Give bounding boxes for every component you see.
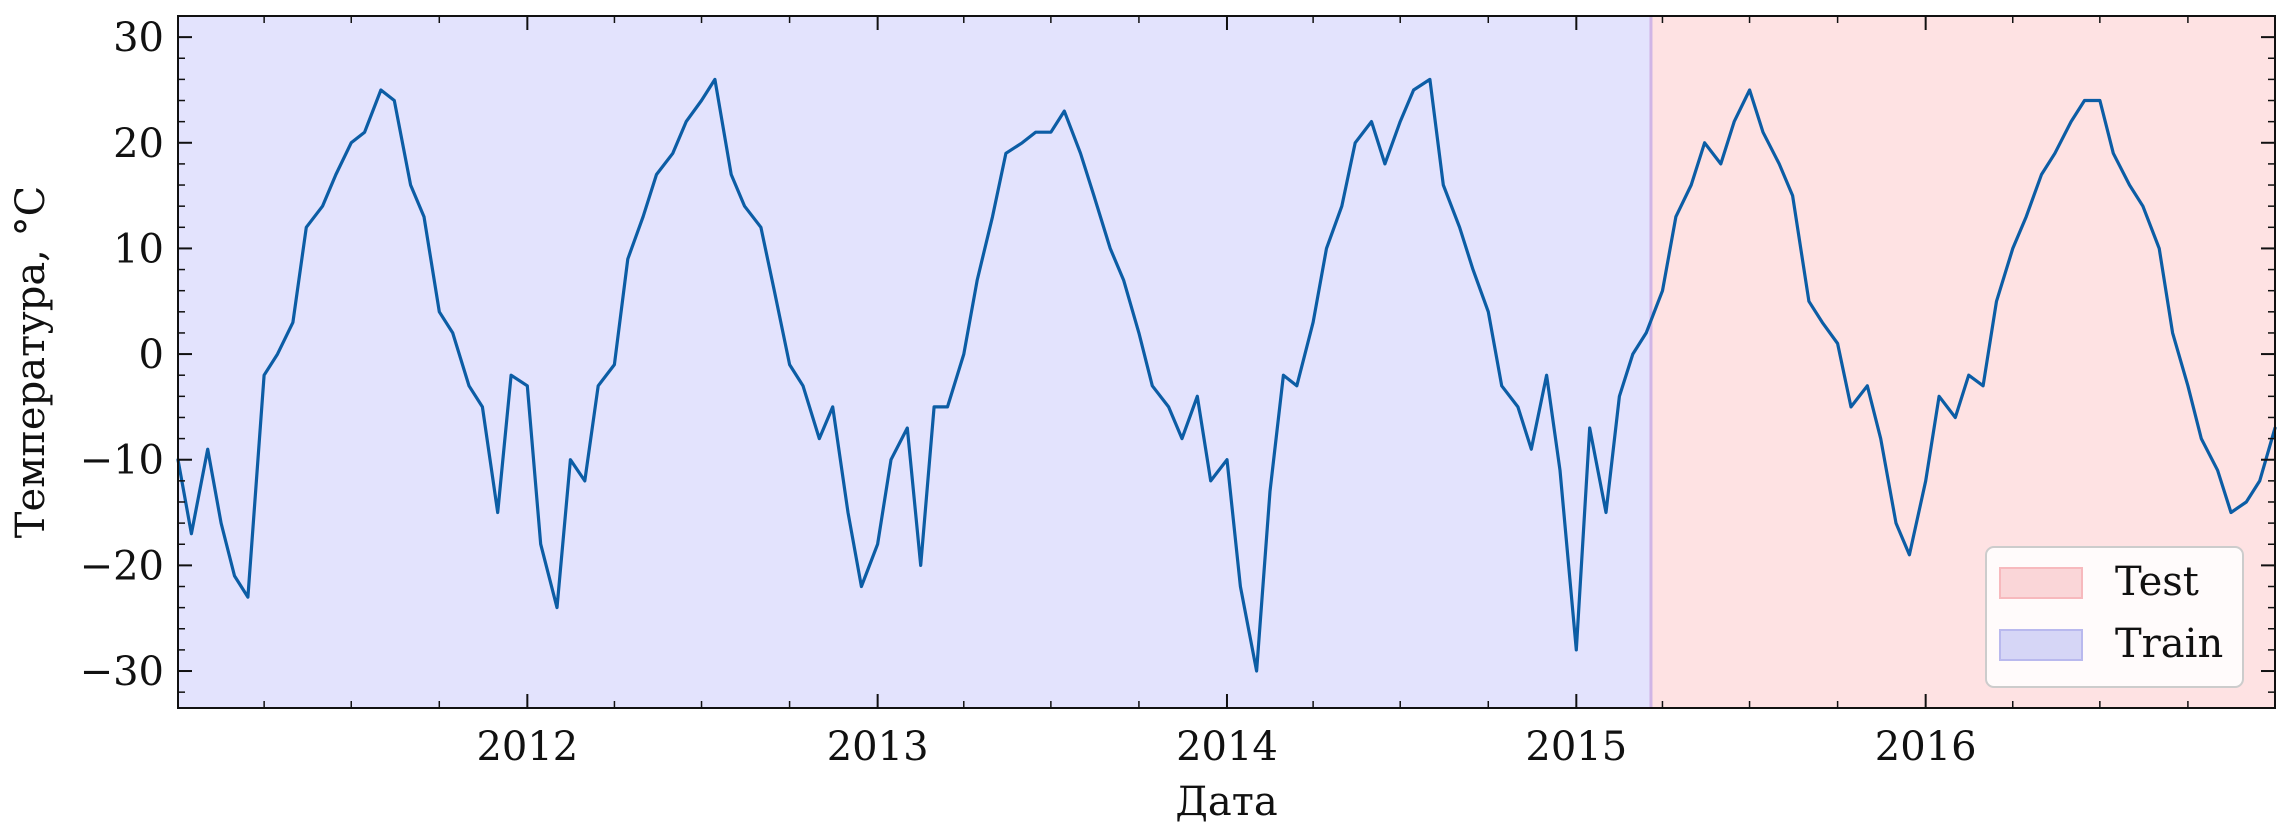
y-axis-title: Температура, °C [8, 186, 54, 538]
x-tick-label: 2016 [1875, 724, 1977, 770]
y-tick-label: −10 [80, 438, 164, 484]
y-tick-label: 30 [113, 15, 164, 61]
legend-label-test: Test [2115, 559, 2199, 605]
x-tick-label: 2013 [827, 724, 929, 770]
x-tick-label: 2015 [1525, 724, 1627, 770]
x-tick-label: 2014 [1176, 724, 1278, 770]
legend: Test Train [1985, 546, 2244, 688]
legend-label-train: Train [2115, 621, 2223, 667]
legend-swatch-train [1999, 629, 2083, 661]
region-train [178, 16, 1651, 708]
temperature-series-line [176, 77, 2277, 673]
y-tick-label: 0 [139, 332, 164, 378]
x-axis-title: Дата [1175, 779, 1277, 825]
y-tick-label: −20 [80, 543, 164, 589]
y-tick-label: −30 [80, 649, 164, 695]
x-tick-label: 2012 [476, 724, 578, 770]
y-tick-label: 20 [113, 121, 164, 167]
y-tick-label: 10 [113, 226, 164, 272]
legend-swatch-test [1999, 567, 2083, 599]
